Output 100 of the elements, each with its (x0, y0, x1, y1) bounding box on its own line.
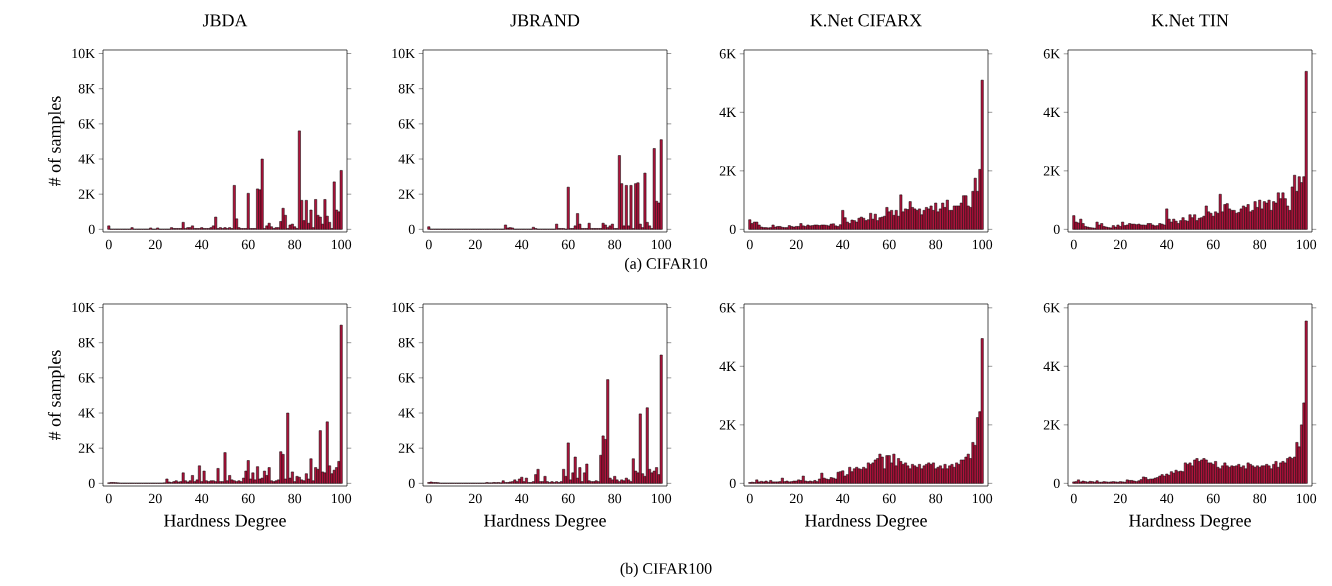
x-tick-label: 0 (1070, 493, 1077, 504)
bar (980, 79, 984, 230)
bar (297, 130, 301, 230)
text: (b) CIFAR100 (620, 562, 712, 578)
x-tick-label: 60 (561, 239, 575, 250)
chart-title: JBRAND (510, 14, 580, 27)
y-tick-label: 0 (729, 224, 736, 235)
y-tick-label: 4K (1043, 361, 1061, 371)
text: (a) CIFAR10 (625, 257, 708, 273)
bar (1297, 176, 1301, 230)
x-tick-label: 0 (746, 239, 753, 250)
y-tick-label: 0 (88, 478, 95, 489)
bar (223, 452, 227, 484)
bar (757, 224, 761, 230)
y-tick-label: 10K (72, 302, 96, 313)
bar (585, 463, 589, 484)
bar (748, 219, 752, 230)
bar (1304, 71, 1308, 230)
y-tick-label: 2K (719, 166, 737, 176)
x-tick-label: 0 (105, 239, 112, 250)
x-tick-label: 20 (789, 239, 803, 250)
bar (832, 223, 835, 230)
x-tick-label: 60 (1206, 493, 1220, 504)
y-axis-title: # of samples (47, 96, 65, 186)
y-tick-label: 6K (719, 49, 737, 59)
x-tick-label: 40 (836, 493, 850, 504)
bar (820, 472, 824, 484)
chart-title: K.Net CIFARX (810, 14, 922, 27)
y-tick-label: 4K (78, 154, 96, 164)
bar (339, 324, 343, 484)
bar (267, 222, 271, 230)
bar (332, 181, 336, 230)
y-axis-title: # of samples (47, 350, 65, 440)
bar (260, 158, 264, 230)
x-tick-label: 100 (972, 239, 993, 250)
x-tick-label: 0 (105, 493, 112, 504)
y-tick-label: 2K (78, 189, 96, 199)
x-tick-label: 0 (1070, 239, 1077, 250)
bar (216, 468, 220, 484)
x-axis-title: Hardness Degree (1129, 514, 1251, 531)
bar (652, 148, 656, 230)
x-tick-label: 100 (651, 493, 672, 504)
bar (645, 407, 649, 484)
x-tick-label: 80 (1253, 493, 1267, 504)
bar (543, 476, 547, 484)
y-tick-label: 2K (78, 443, 96, 453)
bar (631, 458, 635, 484)
x-tick-label: 40 (836, 239, 850, 250)
x-tick-label: 20 (468, 493, 482, 504)
y-tick-label: 2K (1043, 166, 1061, 176)
x-tick-label: 80 (288, 239, 302, 250)
x-tick-label: 80 (1253, 239, 1267, 250)
x-tick-label: 40 (515, 493, 529, 504)
y-tick-label: 2K (398, 443, 416, 453)
x-tick-label: 100 (651, 239, 672, 250)
chart-title: K.Net TIN (1151, 14, 1229, 27)
chart-title: JBDA (202, 14, 248, 27)
y-tick-label: 0 (1053, 224, 1060, 235)
x-tick-label: 60 (1206, 239, 1220, 250)
y-tick-label: 4K (398, 154, 416, 164)
bar (267, 467, 271, 484)
bar (801, 475, 805, 484)
x-tick-label: 80 (288, 493, 302, 504)
bar (325, 421, 329, 484)
x-tick-label: 40 (1160, 493, 1174, 504)
x-tick-label: 20 (468, 239, 482, 250)
bar (555, 223, 559, 230)
y-tick-label: 6K (398, 119, 416, 129)
bar (1204, 205, 1208, 230)
bar (246, 193, 250, 230)
bar (536, 469, 540, 484)
bar (318, 430, 322, 484)
y-tick-label: 10K (392, 302, 416, 313)
bar (566, 442, 570, 484)
bar (873, 213, 877, 230)
x-tick-label: 60 (882, 493, 896, 504)
bar (943, 464, 947, 484)
y-tick-label: 8K (398, 337, 416, 348)
y-tick-label: 0 (1053, 478, 1060, 489)
x-tick-label: 20 (789, 493, 803, 504)
y-tick-label: 0 (408, 224, 415, 235)
y-tick-label: 4K (398, 408, 416, 418)
bar (181, 222, 185, 230)
x-tick-label: 40 (515, 239, 529, 250)
bar (841, 210, 845, 230)
y-tick-label: 6K (398, 373, 416, 383)
x-axis-title: Hardness Degree (164, 514, 286, 531)
bar (1218, 194, 1222, 230)
y-tick-label: 4K (719, 107, 737, 117)
x-tick-label: 80 (929, 493, 943, 504)
x-tick-label: 100 (1296, 493, 1317, 504)
x-tick-label: 60 (241, 239, 255, 250)
bar (980, 338, 984, 484)
bar (624, 477, 628, 484)
y-tick-label: 10K (392, 48, 416, 59)
bar (1304, 320, 1308, 484)
x-tick-label: 0 (746, 493, 753, 504)
x-tick-label: 100 (1296, 239, 1317, 250)
x-tick-label: 60 (882, 239, 896, 250)
x-tick-label: 0 (425, 239, 432, 250)
